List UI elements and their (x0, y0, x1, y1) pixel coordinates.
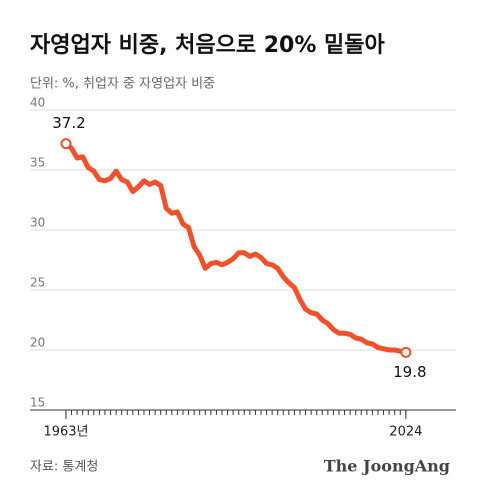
y-tick-label: 40 (30, 96, 45, 110)
y-tick-label: 30 (30, 216, 45, 230)
y-tick-label: 35 (30, 156, 45, 170)
brand: The JoongAng (324, 457, 450, 476)
x-tick-label: 1963년 (43, 425, 88, 440)
y-tick-label: 25 (30, 276, 45, 290)
end-point (400, 346, 412, 358)
chart-title: 자영업자 비중, 처음으로 20% 밑돌아 (30, 33, 386, 58)
subtitle: 단위: %, 취업자 중 자영업자 비중 (30, 77, 215, 92)
x-tick-label: 2024 (389, 425, 422, 440)
end-point (60, 138, 72, 150)
source: 자료: 통계청 (30, 460, 98, 475)
value-label: 37.2 (52, 114, 85, 132)
y-tick-label: 15 (30, 396, 45, 410)
value-label: 19.8 (393, 363, 426, 381)
y-tick-label: 20 (30, 336, 45, 350)
line (63, 141, 409, 355)
